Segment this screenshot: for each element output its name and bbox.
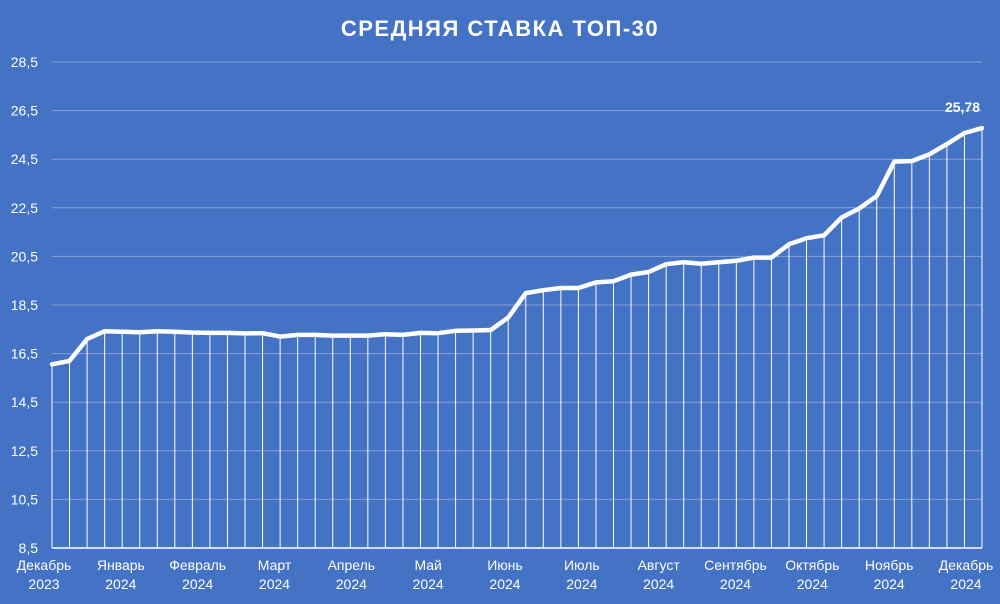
drop-lines bbox=[51, 128, 983, 548]
x-axis-ticks: Декабрь 2023 Январь 2024 Февраль 2024 Март 2024… bbox=[17, 557, 994, 592]
x-tick-label: Ноябрь 2024 bbox=[865, 557, 914, 592]
y-tick-label: 12,5 bbox=[11, 443, 38, 459]
x-tick-label: Январь 2024 bbox=[97, 557, 145, 592]
y-tick-label: 20,5 bbox=[11, 248, 38, 264]
x-tick-label: Июнь 2024 bbox=[487, 557, 523, 592]
gridlines bbox=[52, 61, 982, 549]
y-tick-label: 24,5 bbox=[11, 151, 38, 167]
y-axis-ticks: 8,5 10,5 12,5 14,5 16,5 18,5 20,5 22,5 24,5 26,5 2… bbox=[11, 54, 38, 556]
x-tick-label: Апрель 2024 bbox=[328, 557, 376, 592]
x-tick-label: Март 2024 bbox=[258, 557, 292, 592]
chart-title: СРЕДНЯЯ СТАВКА ТОП-30 bbox=[340, 16, 660, 41]
x-tick-label: Декабрь 2023 bbox=[17, 557, 72, 592]
x-tick-label: Февраль 2024 bbox=[169, 557, 226, 592]
x-tick-label: Сентябрь 2024 bbox=[704, 557, 767, 592]
x-tick-label: Май 2024 bbox=[413, 557, 444, 592]
y-tick-label: 10,5 bbox=[11, 491, 38, 507]
data-label-last: 25,78 bbox=[945, 99, 980, 115]
x-tick-label: Июль 2024 bbox=[564, 557, 600, 592]
y-tick-label: 26,5 bbox=[11, 103, 38, 119]
data-labels: 25,78 bbox=[945, 99, 980, 115]
x-tick-label: Октябрь 2024 bbox=[785, 557, 839, 592]
x-tick-label: Август 2024 bbox=[638, 557, 681, 592]
y-tick-label: 8,5 bbox=[19, 540, 39, 556]
y-tick-label: 22,5 bbox=[11, 200, 38, 216]
y-tick-label: 18,5 bbox=[11, 297, 38, 313]
y-tick-label: 14,5 bbox=[11, 394, 38, 410]
y-tick-label: 28,5 bbox=[11, 54, 38, 70]
y-tick-label: 16,5 bbox=[11, 346, 38, 362]
x-tick-label: Декабрь 2024 bbox=[939, 557, 994, 592]
series-line-layer bbox=[49, 125, 985, 367]
series-line bbox=[49, 125, 985, 367]
